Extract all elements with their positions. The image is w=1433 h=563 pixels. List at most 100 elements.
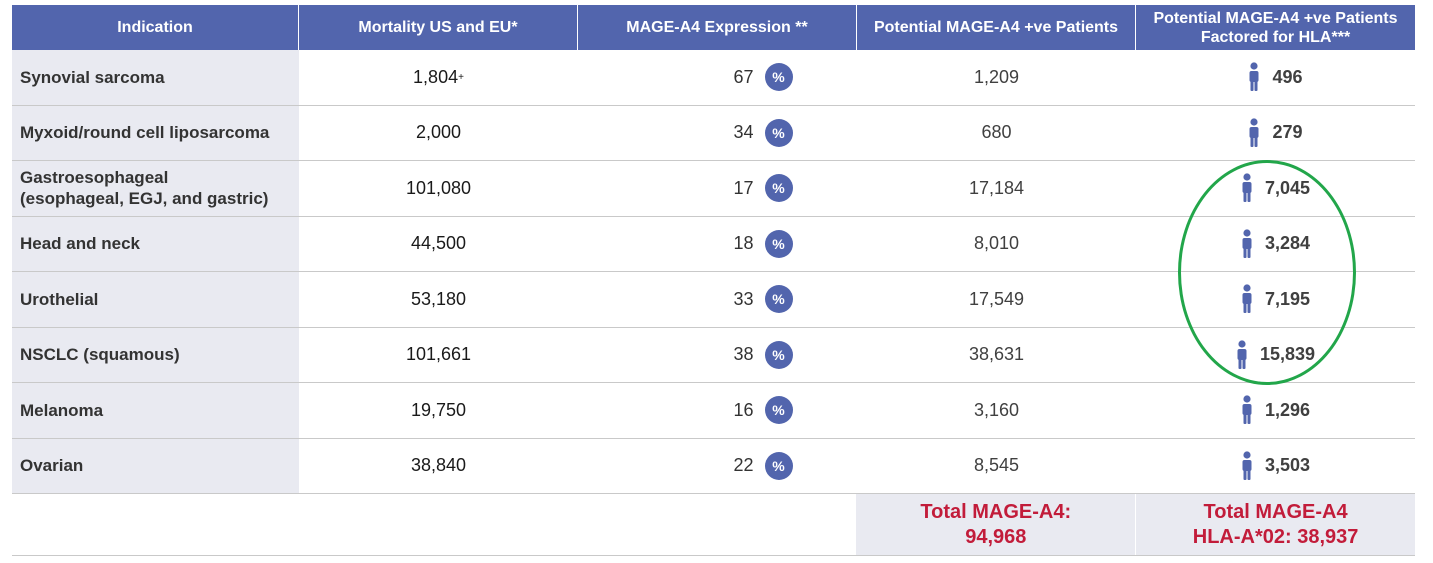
indication-name: Synovial sarcoma bbox=[20, 67, 165, 87]
expression-value: 18 bbox=[733, 233, 754, 254]
expression-value: 33 bbox=[733, 288, 754, 309]
hla-cell: 3,503 bbox=[1136, 439, 1415, 494]
expression-cell: 38 % bbox=[578, 328, 857, 383]
indication-name: Myxoid/round cell liposarcoma bbox=[20, 123, 270, 143]
table-row: Melanoma 19,750 16 % 3,160 1,296 bbox=[12, 383, 1415, 439]
table-row: Ovarian 38,840 22 % 8,545 3,503 bbox=[12, 438, 1415, 494]
expression-cell: 17 % bbox=[578, 161, 857, 216]
total-potential-label: Total MAGE-A4: bbox=[920, 500, 1072, 523]
mortality-cell: 19,750 bbox=[299, 383, 578, 438]
header-mortality: Mortality US and EU* bbox=[299, 5, 578, 50]
table-row: NSCLC (squamous) 101,661 38 % 38,631 15,… bbox=[12, 327, 1415, 383]
expression-value: 67 bbox=[733, 66, 754, 87]
indication-cell: Gastroesophageal (esophageal, EGJ, and g… bbox=[12, 161, 299, 216]
header-hla-line1: Potential MAGE-A4 +ve Patients bbox=[1153, 9, 1398, 27]
expression-cell: 33 % bbox=[578, 272, 857, 327]
expression-cell: 16 % bbox=[578, 383, 857, 438]
hla-value: 3,284 bbox=[1264, 233, 1311, 254]
person-icon bbox=[1242, 284, 1252, 314]
expression-cell: 22 % bbox=[578, 439, 857, 494]
mortality-value: 2,000 bbox=[415, 122, 462, 143]
indication-cell: Myxoid/round cell liposarcoma bbox=[12, 105, 299, 160]
expression-value: 34 bbox=[733, 122, 754, 143]
expression-cell: 34 % bbox=[578, 106, 857, 161]
indication-name: Melanoma bbox=[20, 400, 104, 420]
percent-badge-icon: % bbox=[764, 229, 793, 258]
indication-detail: (esophageal, EGJ, and gastric) bbox=[20, 189, 269, 209]
total-hla-value: HLA-A*02: 38,937 bbox=[1192, 525, 1359, 548]
hla-cell: 3,284 bbox=[1136, 217, 1415, 272]
potential-cell: 17,549 bbox=[968, 288, 1025, 309]
potential-cell: 1,209 bbox=[973, 66, 1020, 87]
mortality-footnote-mark: + bbox=[458, 71, 464, 83]
expression-cell: 18 % bbox=[578, 217, 857, 272]
expression-cell: 67 % bbox=[578, 50, 857, 105]
hla-cell: 15,839 bbox=[1136, 328, 1415, 383]
indication-cell: Melanoma bbox=[12, 383, 299, 438]
potential-cell: 17,184 bbox=[968, 177, 1025, 198]
percent-badge-icon: % bbox=[764, 174, 793, 203]
person-icon bbox=[1242, 451, 1252, 480]
hla-cell: 7,045 bbox=[1136, 161, 1415, 216]
person-icon bbox=[1242, 173, 1252, 203]
total-potential: Total MAGE-A4: 94,968 bbox=[856, 494, 1136, 555]
indication-cell: NSCLC (squamous) bbox=[12, 327, 299, 382]
header-expression: MAGE-A4 Expression ** bbox=[578, 5, 857, 50]
person-icon bbox=[1242, 395, 1252, 425]
hla-cell: 279 bbox=[1136, 106, 1415, 161]
mortality-cell: 38,840 bbox=[299, 439, 578, 494]
potential-cell: 38,631 bbox=[968, 344, 1025, 365]
mortality-cell: 53,180 bbox=[299, 272, 578, 327]
indication-name: Gastroesophageal bbox=[20, 168, 169, 188]
table-row: Gastroesophageal (esophageal, EGJ, and g… bbox=[12, 161, 1415, 217]
header-hla-line2: Factored for HLA*** bbox=[1200, 28, 1351, 46]
mortality-value: 38,840 bbox=[410, 455, 467, 476]
potential-cell: 680 bbox=[981, 122, 1012, 143]
person-icon bbox=[1249, 62, 1259, 92]
table-body: Synovial sarcoma 1,804 + 67 % 1,209 496 bbox=[12, 50, 1415, 494]
mortality-cell: 101,661 bbox=[299, 328, 578, 383]
hla-cell: 496 bbox=[1136, 50, 1415, 105]
person-icon bbox=[1242, 229, 1252, 258]
mortality-value: 53,180 bbox=[410, 288, 467, 309]
mortality-cell: 2,000 bbox=[299, 106, 578, 161]
potential-cell: 8,545 bbox=[973, 455, 1020, 476]
hla-value: 7,195 bbox=[1264, 288, 1311, 309]
mortality-cell: 44,500 bbox=[299, 217, 578, 272]
table-row: Head and neck 44,500 18 % 8,010 3,284 bbox=[12, 216, 1415, 272]
expression-value: 38 bbox=[733, 344, 754, 365]
indication-cell: Head and neck bbox=[12, 216, 299, 271]
mage-a4-table: Indication Mortality US and EU* MAGE-A4 … bbox=[12, 5, 1415, 556]
table-row: Urothelial 53,180 33 % 17,549 7,195 bbox=[12, 272, 1415, 328]
percent-badge-icon: % bbox=[764, 396, 793, 425]
header-indication: Indication bbox=[12, 5, 299, 50]
mortality-value: 101,661 bbox=[405, 344, 472, 365]
table-row: Myxoid/round cell liposarcoma 2,000 34 %… bbox=[12, 105, 1415, 161]
mortality-value: 101,080 bbox=[405, 177, 472, 198]
table-row: Synovial sarcoma 1,804 + 67 % 1,209 496 bbox=[12, 50, 1415, 106]
header-hla: Potential MAGE-A4 +ve Patients Factored … bbox=[1136, 5, 1415, 50]
total-hla-label: Total MAGE-A4 bbox=[1203, 500, 1348, 523]
totals-row: Total MAGE-A4: 94,968 Total MAGE-A4 HLA-… bbox=[12, 494, 1415, 556]
mortality-value: 44,500 bbox=[410, 233, 467, 254]
indication-name: Urothelial bbox=[20, 289, 99, 309]
percent-badge-icon: % bbox=[764, 285, 793, 314]
indication-cell: Synovial sarcoma bbox=[12, 50, 299, 105]
table-header-row: Indication Mortality US and EU* MAGE-A4 … bbox=[12, 5, 1415, 50]
totals-blank bbox=[12, 494, 856, 555]
indication-name: Ovarian bbox=[20, 456, 84, 476]
hla-value: 1,296 bbox=[1264, 399, 1311, 420]
hla-value: 496 bbox=[1272, 66, 1303, 87]
hla-value: 15,839 bbox=[1259, 344, 1316, 365]
hla-cell: 7,195 bbox=[1136, 272, 1415, 327]
mortality-cell: 101,080 bbox=[299, 161, 578, 216]
person-icon bbox=[1249, 118, 1259, 147]
percent-badge-icon: % bbox=[764, 451, 793, 480]
mortality-value: 1,804 bbox=[413, 66, 459, 87]
expression-value: 22 bbox=[733, 455, 754, 476]
total-potential-value: 94,968 bbox=[965, 525, 1027, 548]
mortality-cell: 1,804 + bbox=[299, 50, 578, 105]
percent-badge-icon: % bbox=[764, 118, 793, 147]
header-potential: Potential MAGE-A4 +ve Patients bbox=[857, 5, 1136, 50]
hla-cell: 1,296 bbox=[1136, 383, 1415, 438]
